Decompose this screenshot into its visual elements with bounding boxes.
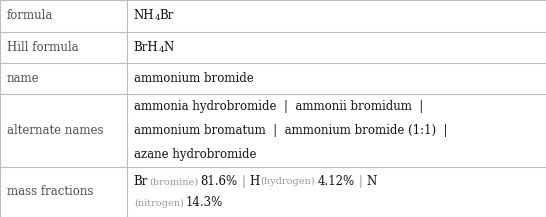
Text: ammonium bromatum  |  ammonium bromide (1:1)  |: ammonium bromatum | ammonium bromide (1:… xyxy=(134,124,447,137)
Text: NH: NH xyxy=(134,9,155,22)
Text: BrH: BrH xyxy=(134,41,158,54)
Text: N: N xyxy=(366,175,376,188)
Text: 4.12%: 4.12% xyxy=(317,175,354,188)
Text: formula: formula xyxy=(7,9,54,22)
Text: ammonia hydrobromide  |  ammonii bromidum  |: ammonia hydrobromide | ammonii bromidum … xyxy=(134,100,423,113)
Text: ammonium bromide: ammonium bromide xyxy=(134,72,253,85)
Text: 14.3%: 14.3% xyxy=(186,196,223,209)
Text: 4: 4 xyxy=(155,14,160,22)
Text: H: H xyxy=(250,175,259,188)
Text: 81.6%: 81.6% xyxy=(200,175,238,188)
Text: Br: Br xyxy=(160,9,174,22)
Text: Hill formula: Hill formula xyxy=(7,41,79,54)
Text: azane hydrobromide: azane hydrobromide xyxy=(134,148,256,161)
Text: name: name xyxy=(7,72,40,85)
Text: |: | xyxy=(241,175,245,188)
Text: (hydrogen): (hydrogen) xyxy=(260,177,315,186)
Text: |: | xyxy=(358,175,362,188)
Text: (nitrogen): (nitrogen) xyxy=(134,198,183,207)
Text: mass fractions: mass fractions xyxy=(7,185,93,198)
Text: Br: Br xyxy=(134,175,148,188)
Text: N: N xyxy=(164,41,174,54)
Text: 4: 4 xyxy=(158,46,164,54)
Text: (bromine): (bromine) xyxy=(149,177,198,186)
Text: alternate names: alternate names xyxy=(7,124,104,137)
